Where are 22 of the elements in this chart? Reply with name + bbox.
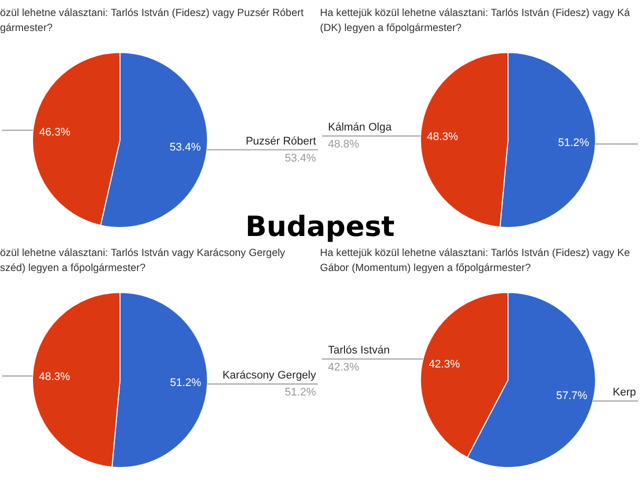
slice-label: Puzsér Róbert: [246, 135, 316, 148]
text: 42.3%: [328, 362, 360, 374]
data-label: 42.3%: [428, 358, 460, 370]
text: 53.4%: [284, 152, 316, 164]
slice-label: Kerp: [612, 386, 636, 398]
data-label: 57.7%: [556, 390, 588, 402]
slice-label: Karácsony Gergely: [222, 370, 316, 382]
data-label: 48.3%: [38, 371, 70, 384]
data-label: 53.4%: [170, 141, 202, 154]
chart-title: özül lehetne választani: Tarlós István (Fidesz) vagy Puzsér Róbert gármester?: [0, 7, 305, 36]
chart-title: Ha kettejük közül lehetne választani: Tarlós István (Fidesz) vagy Ke Gábor (Momentum) legyen a főpolgármester?: [320, 247, 631, 276]
data-label: 51.2%: [170, 377, 202, 390]
text: 48.8%: [328, 138, 360, 151]
text: Budapest: [244, 210, 396, 243]
chart-title: Ha kettejük közül lehetne választani: Tarlós István (Fidesz) vagy Ká (DK) legyen a főpolgármester?: [320, 7, 631, 36]
data-label: 46.3%: [39, 126, 71, 139]
chart-title: özül lehetne választani: Tarlós István vagy Karácsony Gergely széd) legyen a főpolgármester?: [0, 247, 286, 276]
slice-label: Tarlós István: [328, 344, 390, 357]
text: 51.2%: [284, 386, 316, 399]
slice-label: Kálmán Olga: [328, 122, 392, 134]
data-label: 51.2%: [558, 137, 590, 150]
data-label: 48.3%: [426, 131, 458, 144]
